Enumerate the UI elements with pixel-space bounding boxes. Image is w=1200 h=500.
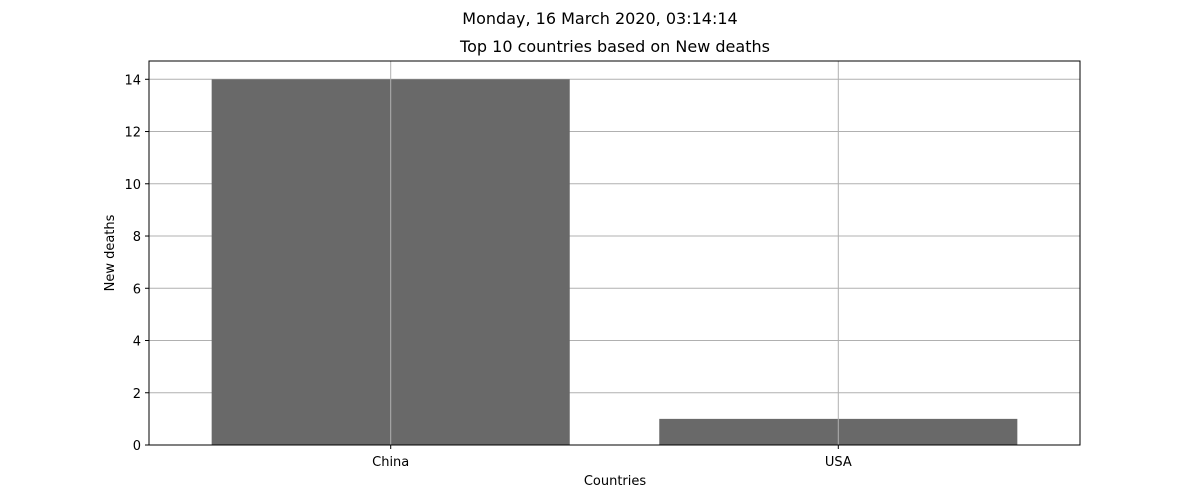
y-tick-label: 12 (124, 126, 141, 141)
y-tick-label: 2 (133, 387, 141, 402)
vertical-grid-lines (390, 61, 839, 445)
y-tick-label: 6 (133, 282, 141, 297)
chart-title: Top 10 countries based on New deaths (459, 37, 770, 56)
bars (211, 79, 1018, 446)
x-axis-ticks: China USA (372, 445, 852, 470)
x-tick-label: China (372, 455, 409, 470)
y-tick-label: 4 (133, 335, 141, 350)
chart-suptitle: Monday, 16 March 2020, 03:14:14 (462, 9, 737, 28)
y-tick-label: 14 (124, 73, 141, 88)
y-axis-label: New deaths (103, 214, 118, 291)
x-axis-label: Countries (584, 474, 647, 489)
plot-frame (148, 60, 1081, 446)
x-tick-label: USA (825, 455, 852, 470)
y-tick-label: 10 (124, 178, 141, 193)
y-axis-ticks: 0 2 4 6 8 10 12 14 (124, 73, 149, 454)
y-tick-label: 0 (133, 439, 141, 454)
y-tick-label: 8 (133, 230, 141, 245)
